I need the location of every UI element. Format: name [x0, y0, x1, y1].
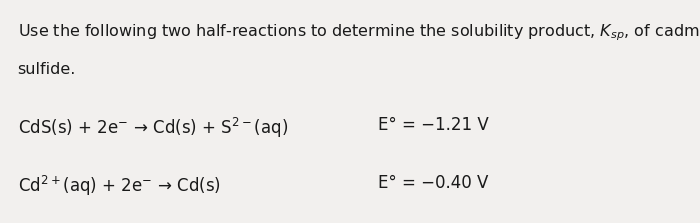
Text: E° = −0.40 V: E° = −0.40 V — [378, 174, 489, 192]
Text: sulfide.: sulfide. — [18, 62, 76, 77]
Text: CdS(s) + 2e$^{-}$ → Cd(s) + S$^{2-}$(aq): CdS(s) + 2e$^{-}$ → Cd(s) + S$^{2-}$(aq) — [18, 116, 288, 140]
Text: Cd$^{2+}$(aq) + 2e$^{-}$ → Cd(s): Cd$^{2+}$(aq) + 2e$^{-}$ → Cd(s) — [18, 174, 220, 198]
Text: Use the following two half-reactions to determine the solubility product, $K_{sp: Use the following two half-reactions to … — [18, 22, 700, 43]
Text: E° = −1.21 V: E° = −1.21 V — [378, 116, 489, 134]
